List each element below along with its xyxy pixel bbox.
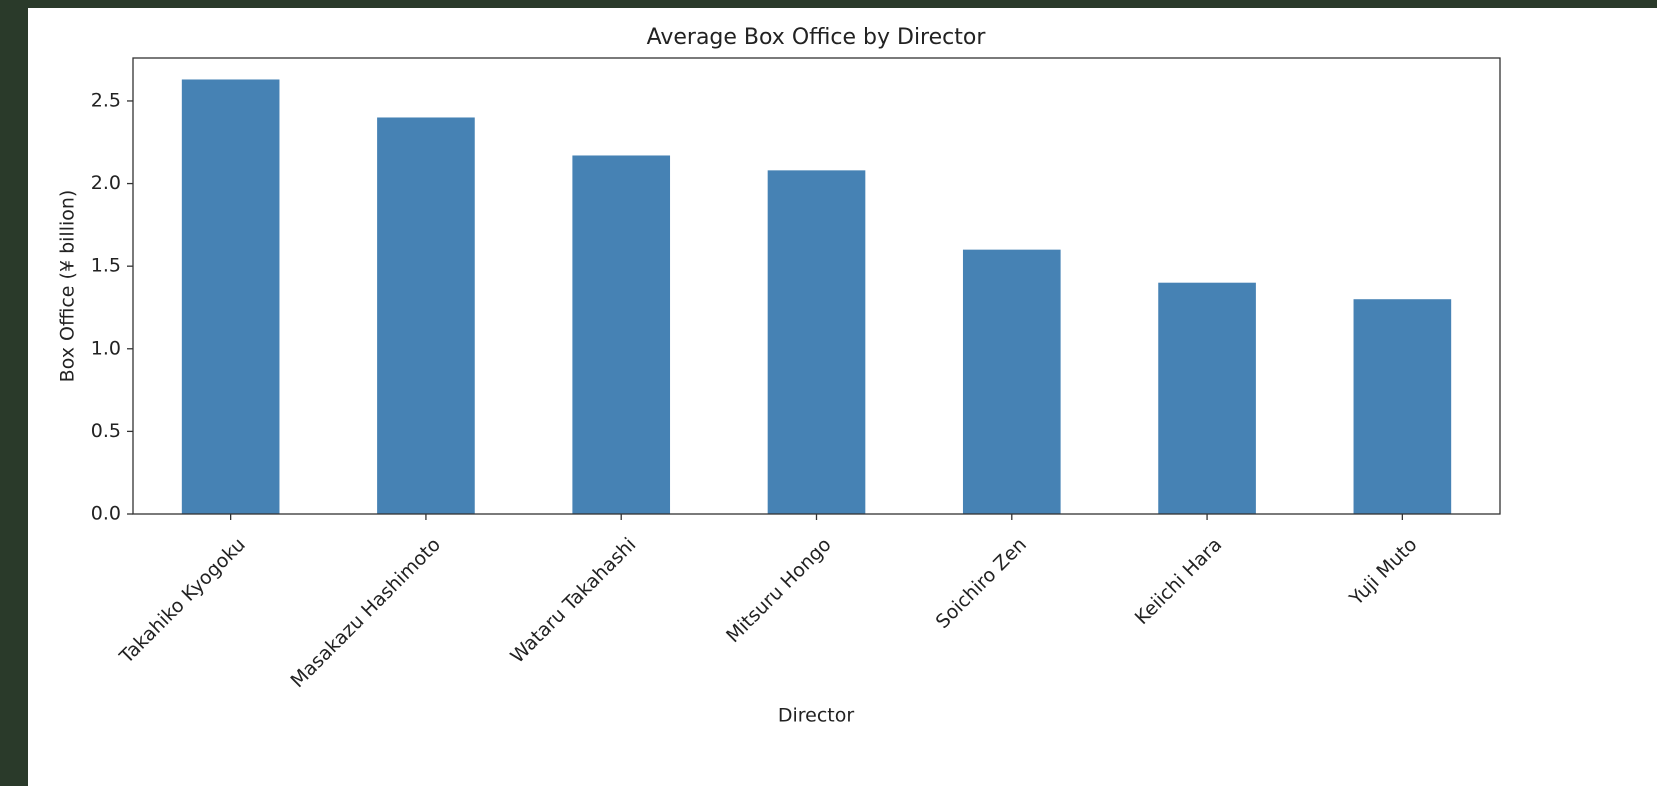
bar [377, 117, 475, 514]
x-axis-label: Director [778, 705, 855, 727]
bar [1353, 299, 1452, 514]
y-tick-label: 1.5 [91, 255, 121, 277]
bar [572, 155, 671, 514]
y-axis-label: Box Office (¥ billion) [57, 190, 79, 383]
y-tick-label: 2.5 [91, 89, 121, 111]
bar [962, 249, 1061, 515]
chart-title: Average Box Office by Director [647, 25, 987, 50]
plot-frame [132, 57, 1501, 515]
bar [767, 170, 866, 514]
bar [1158, 282, 1256, 514]
bar [181, 79, 280, 514]
y-tick-label: 2.0 [91, 172, 121, 194]
y-tick-label: 0.0 [91, 503, 121, 525]
y-tick-label: 0.5 [91, 420, 121, 442]
y-tick-label: 1.0 [91, 337, 121, 359]
